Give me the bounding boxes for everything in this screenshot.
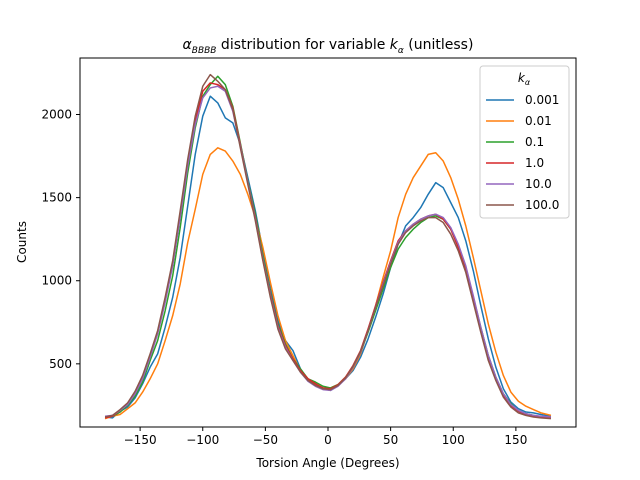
x-tick-label: −50 <box>253 433 278 447</box>
title-k: k <box>390 37 399 53</box>
y-axis-label: Counts <box>15 221 29 263</box>
legend-label-4: 10.0 <box>525 177 552 191</box>
legend-items: 0.001 0.01 0.1 1.0 10.0 100.0 <box>486 93 559 212</box>
title-alpha-subscript: BBBB <box>192 46 217 56</box>
series-line-5 <box>104 73 552 420</box>
title-end: (unitless) <box>404 37 474 53</box>
legend: kα 0.001 0.01 0.1 1.0 10.0 100.0 <box>479 65 570 219</box>
legend-label-0: 0.001 <box>525 93 559 107</box>
legend-title-subscript: α <box>525 78 531 87</box>
legend-title-k: k <box>518 71 526 85</box>
x-tick-label: 0 <box>324 433 332 447</box>
legend-label-5: 100.0 <box>525 198 559 212</box>
x-axis-label: Torsion Angle (Degrees) <box>255 456 399 470</box>
y-tick-label: 500 <box>49 357 72 371</box>
legend-label-1: 0.01 <box>525 114 552 128</box>
legend-label-3: 1.0 <box>525 156 544 170</box>
chart-title: αBBBB distribution for variable kα (unit… <box>183 37 474 56</box>
x-tick-label: −150 <box>124 433 157 447</box>
x-tick-label: 50 <box>383 433 398 447</box>
legend-title: kα <box>518 71 531 87</box>
y-tick-label: 2000 <box>41 108 72 122</box>
title-k-subscript: α <box>398 46 404 56</box>
series-line-4 <box>104 85 552 418</box>
legend-frame <box>479 65 570 219</box>
y-tick-label: 1000 <box>41 274 72 288</box>
y-axis-ticks: 500 1000 1500 2000 <box>41 108 80 371</box>
x-tick-label: 150 <box>504 433 527 447</box>
legend-label-2: 0.1 <box>525 135 544 149</box>
title-alpha: α <box>183 37 193 53</box>
x-tick-label: −100 <box>186 433 219 447</box>
y-tick-label: 1500 <box>41 191 72 205</box>
x-tick-label: 100 <box>442 433 465 447</box>
title-middle: distribution for variable <box>216 37 389 53</box>
plot-lines <box>104 73 552 420</box>
x-axis-ticks: −150 −100 −50 0 50 100 150 <box>124 427 527 447</box>
